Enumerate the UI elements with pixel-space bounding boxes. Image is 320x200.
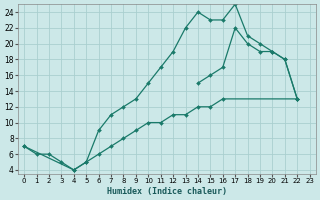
X-axis label: Humidex (Indice chaleur): Humidex (Indice chaleur) — [107, 187, 227, 196]
